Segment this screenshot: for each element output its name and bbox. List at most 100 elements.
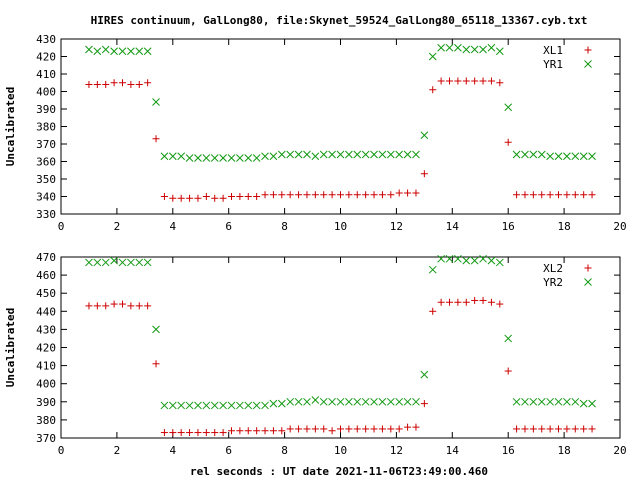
data-point xyxy=(253,427,261,435)
series-yr1 xyxy=(85,43,596,162)
data-point xyxy=(412,150,420,159)
data-point xyxy=(152,360,160,368)
data-point xyxy=(227,427,235,435)
data-point xyxy=(295,191,303,199)
data-point xyxy=(462,45,471,54)
data-point xyxy=(336,397,345,406)
y-tick-label: 420 xyxy=(36,342,56,355)
y-axis-label: Uncalibrated xyxy=(4,87,17,166)
data-point xyxy=(269,399,278,408)
data-point xyxy=(219,194,227,202)
data-point xyxy=(303,397,311,406)
data-point xyxy=(118,300,126,308)
y-tick-label: 330 xyxy=(36,208,56,221)
data-point xyxy=(429,307,437,315)
x-tick-label: 8 xyxy=(281,444,288,457)
data-point xyxy=(286,150,295,159)
x-tick-label: 16 xyxy=(502,220,515,233)
data-point xyxy=(378,150,387,159)
x-tick-label: 0 xyxy=(58,444,65,457)
data-point xyxy=(253,193,261,200)
y-tick-label: 440 xyxy=(36,305,56,318)
x-tick-label: 6 xyxy=(225,444,232,457)
y-tick-label: 390 xyxy=(36,396,56,409)
data-point xyxy=(227,154,236,162)
data-point xyxy=(127,81,135,88)
data-point xyxy=(504,334,513,343)
data-point xyxy=(554,397,563,406)
data-point xyxy=(513,425,521,433)
data-point xyxy=(236,401,244,410)
data-point xyxy=(160,401,169,410)
data-point xyxy=(412,189,420,197)
data-point xyxy=(261,427,269,435)
data-point xyxy=(261,152,269,161)
data-point xyxy=(555,425,563,433)
data-point xyxy=(403,150,412,159)
data-point xyxy=(428,52,437,61)
data-point xyxy=(118,47,127,56)
x-tick-label: 0 xyxy=(58,220,65,233)
data-point xyxy=(328,427,336,435)
data-point xyxy=(186,429,194,437)
data-point xyxy=(252,401,261,410)
legend-marker xyxy=(584,60,592,68)
legend-label: XL2 xyxy=(543,262,563,275)
series-yr2 xyxy=(85,254,596,410)
bottom-panel: 0 2 4 6 8 10 12 14 16 18 20 370 380 390 400 410 420 430 44… xyxy=(4,251,627,457)
data-point xyxy=(244,427,252,435)
y-tick-label: 430 xyxy=(36,33,56,46)
data-point xyxy=(202,429,210,437)
data-point xyxy=(110,79,118,87)
data-point xyxy=(244,154,253,162)
data-point xyxy=(471,77,479,85)
data-point xyxy=(571,191,579,199)
data-point xyxy=(236,193,244,200)
y-tick-label: 460 xyxy=(36,269,56,282)
x-tick-label: 14 xyxy=(446,444,460,457)
data-point xyxy=(420,370,429,379)
data-point xyxy=(386,150,395,159)
data-point xyxy=(295,425,303,433)
y-tick-label: 410 xyxy=(36,360,56,373)
legend-label: XL1 xyxy=(543,44,563,57)
data-point xyxy=(320,425,328,433)
plot-frame xyxy=(60,38,621,215)
data-point xyxy=(294,150,303,159)
data-point xyxy=(194,154,202,162)
data-point xyxy=(579,152,588,161)
data-point xyxy=(177,429,185,437)
data-point xyxy=(487,77,495,85)
data-point xyxy=(538,191,546,199)
data-point xyxy=(580,191,588,199)
data-point xyxy=(437,298,445,306)
data-point xyxy=(588,191,596,199)
data-point xyxy=(337,191,344,199)
series-xl1 xyxy=(85,77,596,202)
data-point xyxy=(462,256,471,265)
data-point xyxy=(160,152,169,161)
data-point xyxy=(311,425,319,433)
data-point xyxy=(152,98,160,106)
data-point xyxy=(93,302,101,310)
data-point xyxy=(546,152,554,161)
data-point xyxy=(496,79,504,87)
data-point xyxy=(144,302,152,310)
data-point xyxy=(495,258,504,267)
data-point xyxy=(101,45,110,54)
x-tick-label: 2 xyxy=(114,444,121,457)
data-point xyxy=(395,150,404,159)
data-point xyxy=(286,425,294,433)
data-point xyxy=(512,150,521,159)
data-point xyxy=(135,302,143,310)
data-point xyxy=(563,425,571,433)
data-point xyxy=(177,194,185,202)
data-point xyxy=(211,429,219,437)
x-tick-label: 12 xyxy=(390,444,403,457)
y-tick-label: 350 xyxy=(36,173,56,186)
data-point xyxy=(303,191,311,199)
data-point xyxy=(454,77,462,85)
chart-title: HIRES continuum, GalLong80, file:Skynet_… xyxy=(91,14,588,27)
data-point xyxy=(504,367,512,375)
data-point xyxy=(294,397,303,406)
